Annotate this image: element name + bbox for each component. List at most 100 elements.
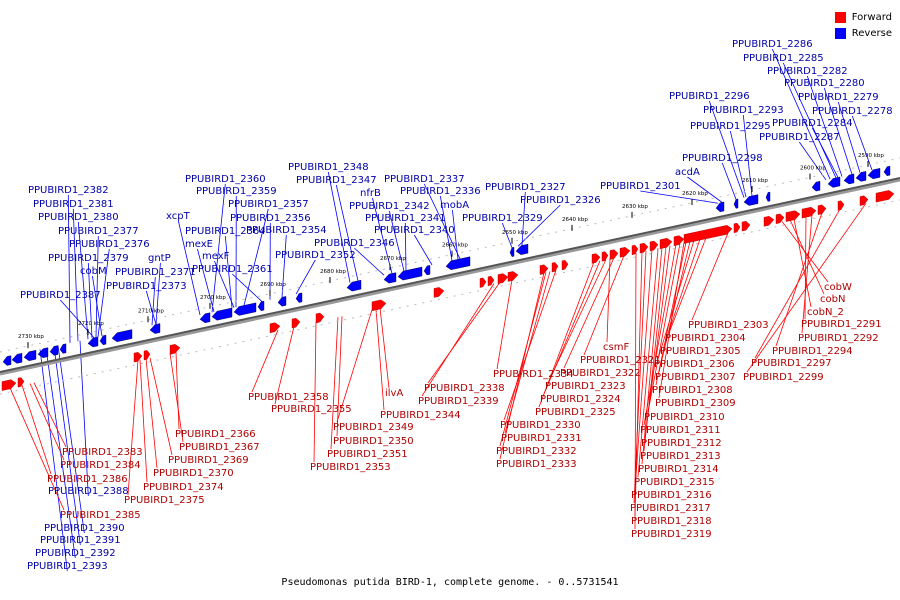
gene-label: PPUBIRD1_2346 <box>314 238 395 249</box>
gene-label: PPUBIRD1_2359 <box>196 186 277 197</box>
leader-line <box>92 275 103 337</box>
reverse-gene <box>2 355 12 366</box>
forward-gene <box>169 344 181 355</box>
forward-gene <box>673 235 685 246</box>
leader-line <box>379 308 390 389</box>
gene-label: PPUBIRD1_2287 <box>759 132 840 143</box>
leader-line <box>804 216 807 320</box>
leader-line <box>708 100 745 198</box>
leader-line <box>9 387 65 511</box>
leader-line <box>178 220 201 315</box>
leader-line <box>57 345 85 534</box>
gene-label: PPUBIRD1_2340 <box>374 225 455 236</box>
forward-gene <box>763 216 775 227</box>
leader-line <box>197 248 215 312</box>
forward-gene <box>619 247 631 258</box>
gene-label: PPUBIRD1_2350 <box>333 436 414 447</box>
forward-gene <box>683 225 733 244</box>
leader-line <box>155 262 161 325</box>
tick-label: 2730 kbp <box>18 334 44 340</box>
gene-label: PPUBIRD1_2358 <box>248 392 329 403</box>
gene-label: cobN <box>820 294 845 305</box>
gene-label: PPUBIRD1_2291 <box>801 319 882 330</box>
gene-label: PPUBIRD1_2308 <box>652 385 733 396</box>
forward-gene <box>269 322 281 334</box>
forward-gene <box>1 379 17 391</box>
gene-label: PPUBIRD1_2386 <box>47 474 128 485</box>
leader-line <box>372 197 393 274</box>
leader-line <box>721 162 737 200</box>
gene-label: acdA <box>675 167 700 178</box>
leader-line <box>583 255 625 356</box>
leader-line <box>439 195 453 261</box>
leader-line <box>729 130 747 198</box>
leader-line <box>811 127 839 178</box>
tick-label: 2700 kbp <box>200 295 226 301</box>
forward-gene <box>551 262 559 273</box>
reverse-gene <box>811 180 821 192</box>
leader-line <box>742 114 753 196</box>
leader-line <box>281 234 287 298</box>
gene-label: PPUBIRD1_2279 <box>798 92 879 103</box>
forward-gene <box>631 244 639 256</box>
leader-line <box>214 260 235 308</box>
gene-label: PPUBIRD1_2310 <box>644 412 725 423</box>
gene-label: PPUBIRD1_2367 <box>179 442 260 453</box>
leader-line <box>427 281 501 384</box>
gene-label: PPUBIRD1_2307 <box>655 372 736 383</box>
gene-label: PPUBIRD1_2312 <box>641 438 722 449</box>
leader-line <box>517 204 561 247</box>
reverse-gene <box>445 256 471 270</box>
reverse-gene <box>515 243 529 255</box>
gene-label: PPUBIRD1_2305 <box>660 346 741 357</box>
tick-label: 2630 kbp <box>622 204 648 210</box>
reverse-gene <box>397 266 423 281</box>
gene-label: PPUBIRD1_2311 <box>640 425 721 436</box>
gene-label: PPUBIRD1_2294 <box>772 346 853 357</box>
reverse-gene <box>11 353 23 364</box>
gene-label: PPUBIRD1_2347 <box>296 175 377 186</box>
forward-gene <box>639 242 649 254</box>
forward-gene <box>785 210 801 222</box>
gene-label: PPUBIRD1_2322 <box>560 368 641 379</box>
gene-label: PPUBIRD1_2278 <box>812 106 893 117</box>
leader-line <box>243 208 269 306</box>
leader-line <box>232 273 263 302</box>
gene-label: mexF <box>202 251 230 262</box>
reverse-gene <box>199 312 211 324</box>
forward-gene <box>837 200 845 211</box>
gene-label: PPUBIRD1_2316 <box>631 490 712 501</box>
gene-label: PPUBIRD1_2293 <box>703 105 784 116</box>
gene-label: PPUBIRD1_2313 <box>640 451 721 462</box>
reverse-gene <box>111 329 133 342</box>
leader-line <box>634 249 653 491</box>
leader-line <box>175 352 180 430</box>
forward-gene <box>507 271 519 282</box>
gene-label: PPUBIRD1_2364 <box>185 226 266 237</box>
gene-label: PPUBIRD1_2301 <box>600 181 681 192</box>
leader-line <box>127 360 139 496</box>
gene-label: PPUBIRD1_2393 <box>27 561 108 572</box>
leader-line <box>87 262 93 339</box>
gene-label: PPUBIRD1_2338 <box>424 383 505 394</box>
gene-label: PPUBIRD1_2329 <box>462 213 543 224</box>
gene-label: ilvA <box>385 388 403 399</box>
reverse-gene <box>423 265 431 276</box>
gene-label: PPUBIRD1_2391 <box>40 535 121 546</box>
reverse-gene <box>99 334 107 346</box>
leader-line <box>806 75 843 177</box>
leader-line <box>452 209 459 260</box>
gene-label: PPUBIRD1_2336 <box>400 186 481 197</box>
gene-labels: PPUBIRD1_2286PPUBIRD1_2285PPUBIRD1_2282P… <box>20 39 893 572</box>
gene-label: PPUBIRD1_2377 <box>58 226 139 237</box>
gene-label: PPUBIRD1_2376 <box>69 239 150 250</box>
backbone-line <box>0 177 900 373</box>
forward-gene <box>659 238 673 249</box>
leader-line <box>503 270 557 421</box>
forward-gene <box>487 275 495 287</box>
tick-label: 2640 kbp <box>562 217 588 223</box>
forward-gene <box>741 220 751 232</box>
reverse-gene <box>383 272 397 284</box>
gene-label: PPUBIRD1_2382 <box>28 185 109 196</box>
